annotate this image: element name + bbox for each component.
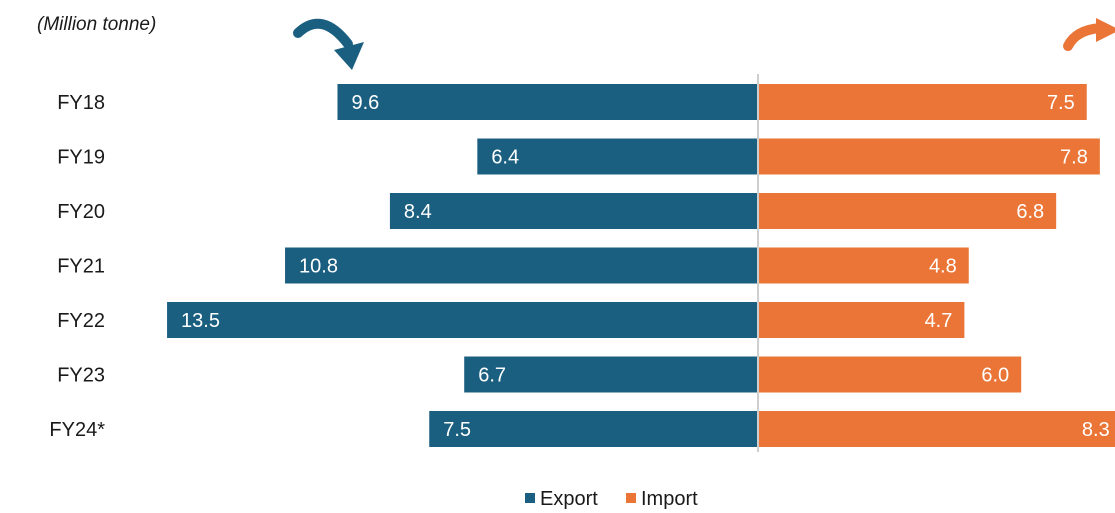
category-label: FY21 [57,256,105,278]
category-label: FY20 [57,201,105,223]
export-value-label: 6.7 [478,365,506,387]
export-value-label: 9.6 [351,92,379,114]
export-bar [389,193,757,229]
export-value-label: 13.5 [181,310,220,332]
category-label: FY22 [57,310,105,332]
category-label: FY18 [57,92,105,114]
category-label: FY24* [49,419,105,441]
legend-label-export: Export [540,488,598,510]
import-value-label: 7.5 [1047,92,1075,114]
export-value-label: 7.5 [443,419,471,441]
import-bar [759,138,1100,175]
export-bar [167,302,758,338]
import-bar [759,84,1087,120]
unit-label: (Million tonne) [37,14,156,35]
import-value-label: 4.8 [929,256,957,278]
category-label: FY19 [57,147,105,169]
import-value-label: 6.0 [981,365,1009,387]
category-label: FY23 [57,365,105,387]
legend-swatch-import [626,493,636,503]
legend-label-import: Import [641,488,698,510]
legend: Export Import [525,488,698,510]
export-bar [477,138,757,175]
legend-swatch-export [525,493,535,503]
import-bar [759,247,969,284]
export-bar [429,411,757,447]
import-value-label: 4.7 [925,310,953,332]
export-bar [464,356,757,393]
import-value-label: 6.8 [1016,201,1044,223]
import-bar [759,356,1022,393]
export-value-label: 6.4 [491,147,519,169]
curved-arrow-icon [1063,18,1115,51]
export-value-label: 10.8 [299,256,338,278]
export-value-label: 8.4 [404,201,432,223]
import-bar [759,193,1057,229]
import-bar [759,411,1115,447]
import-value-label: 7.8 [1060,147,1088,169]
curved-arrow-down-right-icon [293,18,364,70]
bars-group: FY18 9.6 7.5 FY19 6.4 7.8 FY20 8.4 6.8 FY21 10.8 4.… [49,84,1115,447]
export-bar [337,84,757,120]
import-bar [759,302,965,338]
export-bar [285,247,757,284]
import-value-label: 8.3 [1082,419,1110,441]
